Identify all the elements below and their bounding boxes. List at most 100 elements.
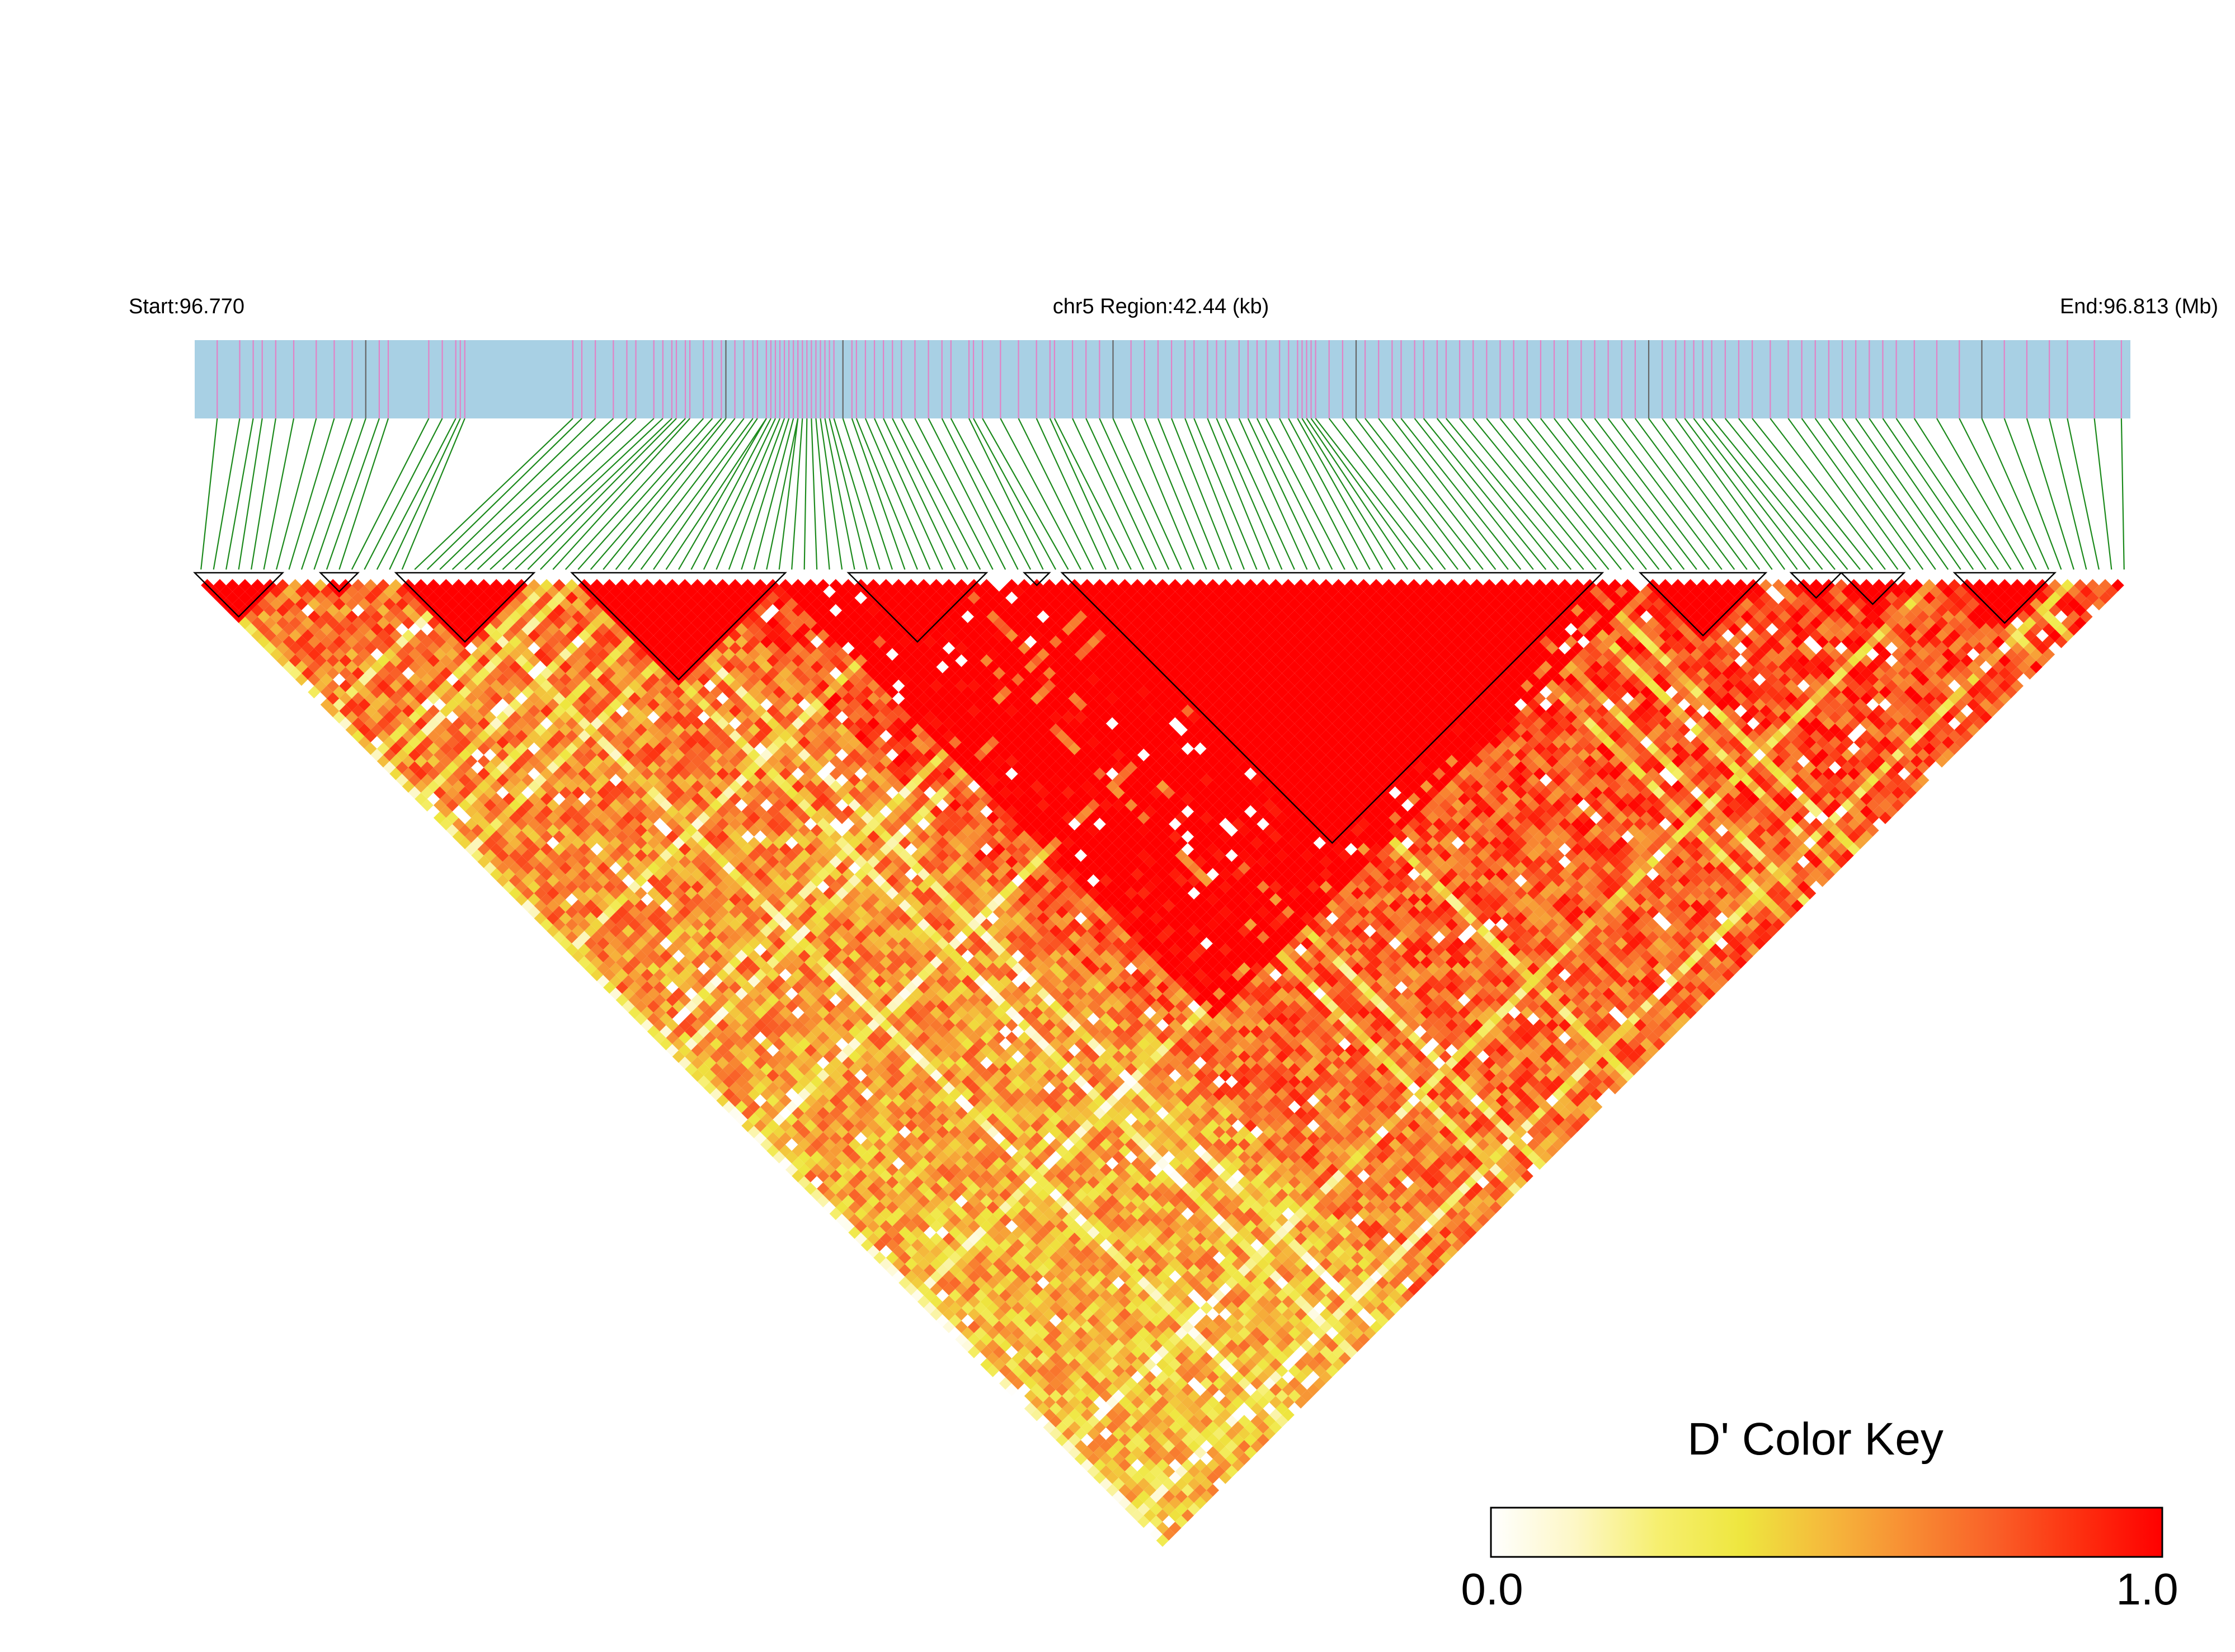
ld-cell	[986, 1326, 999, 1340]
ld-cell	[483, 862, 497, 874]
ld-cell	[308, 673, 321, 686]
ld-cell	[320, 685, 333, 699]
snp-connector	[1459, 418, 1584, 570]
start-label: Start:96.770	[129, 295, 244, 318]
ld-cell	[402, 755, 415, 768]
ld-cell	[547, 862, 559, 874]
ld-cell	[1049, 1390, 1062, 1402]
snp-connector	[527, 418, 677, 570]
ld-cell	[270, 597, 283, 611]
snp-connector	[1842, 418, 1949, 570]
ld-cell	[886, 1251, 899, 1264]
ld-cell	[1163, 1528, 1175, 1541]
ld-cell	[471, 774, 484, 787]
ld-cell	[408, 710, 421, 724]
ld-cell	[351, 679, 365, 693]
snp-connector	[1000, 418, 1081, 570]
ld-cell	[251, 629, 264, 642]
ld-cell	[458, 836, 472, 850]
ld-cell	[785, 1151, 798, 1164]
snp-connector	[2026, 418, 2074, 570]
ld-cell	[1163, 1490, 1175, 1503]
ld-cell	[873, 1251, 886, 1264]
ld-cell	[383, 749, 396, 761]
ld-cell	[333, 685, 346, 699]
ld-cell	[1056, 1421, 1069, 1434]
snp-connector	[1049, 418, 1119, 570]
ld-cell	[490, 855, 503, 868]
snp-connector	[1306, 418, 1409, 570]
ld-cell	[559, 899, 572, 912]
ld-cell	[458, 761, 472, 774]
ld-cell	[873, 1239, 886, 1252]
ld-cell	[917, 1245, 930, 1258]
ld-cell	[465, 780, 478, 793]
ld-cell	[458, 824, 472, 837]
ld-cell	[345, 723, 359, 736]
ld-cell	[383, 723, 396, 736]
ld-cell	[289, 629, 302, 642]
ld-cell	[502, 881, 515, 893]
ld-cell	[396, 761, 408, 774]
ld-cell	[955, 1308, 968, 1321]
snp-connector	[1662, 418, 1773, 570]
ld-cell	[515, 868, 528, 881]
ld-cell	[798, 1151, 811, 1164]
ld-cell	[283, 636, 295, 648]
ld-cell	[502, 805, 515, 818]
ld-cell	[848, 1188, 861, 1202]
ld-cell	[408, 786, 421, 799]
ld-cell	[238, 616, 252, 629]
ld-cell	[936, 1301, 949, 1315]
snp-connector	[1216, 418, 1283, 570]
ld-cell	[452, 780, 465, 793]
ld-cell	[553, 855, 566, 868]
ld-cell	[553, 906, 566, 919]
ld-cell	[483, 799, 497, 812]
ld-cell	[528, 855, 540, 868]
snp-connector	[313, 418, 366, 570]
ld-cell	[364, 729, 377, 743]
ld-cell	[364, 742, 377, 755]
ld-cell	[496, 849, 509, 862]
ld-cell	[924, 1251, 937, 1264]
ld-cell	[408, 774, 421, 787]
ld-cell	[973, 1314, 987, 1327]
ld-cell	[490, 792, 503, 806]
ld-cell	[999, 1314, 1012, 1327]
ld-cell	[973, 1301, 987, 1315]
ld-cell	[326, 667, 340, 680]
snp-connector	[376, 418, 457, 570]
ld-cell	[1068, 1446, 1081, 1459]
ld-cell	[1087, 1415, 1100, 1428]
ld-cell	[364, 717, 377, 730]
snp-connector	[1580, 418, 1697, 570]
ld-cell	[942, 1283, 956, 1296]
ld-cell	[251, 616, 264, 629]
ld-cell	[553, 893, 566, 906]
ld-cell	[917, 1232, 930, 1245]
ld-cell	[992, 1358, 1006, 1371]
ld-cell	[465, 830, 478, 843]
ld-cell	[452, 830, 465, 843]
snp-connector	[1297, 418, 1384, 570]
ld-cell	[1175, 1503, 1188, 1515]
snp-connector	[829, 418, 868, 570]
ld-cell	[333, 661, 346, 674]
ld-cell	[961, 1289, 974, 1302]
ld-cell	[892, 1245, 905, 1258]
ld-cell	[452, 792, 465, 806]
ld-cell	[804, 1157, 817, 1170]
ld-cell	[986, 1314, 999, 1327]
snp-connector	[874, 418, 943, 570]
ld-cell	[515, 830, 528, 843]
snp-connector	[603, 418, 727, 570]
ld-cell	[521, 899, 534, 912]
ld-cell	[955, 1270, 968, 1283]
snp-connector	[1247, 418, 1320, 570]
ld-cell	[389, 768, 402, 780]
ld-cell	[483, 786, 497, 799]
ld-cell	[402, 768, 415, 780]
ld-cell	[1049, 1415, 1062, 1428]
